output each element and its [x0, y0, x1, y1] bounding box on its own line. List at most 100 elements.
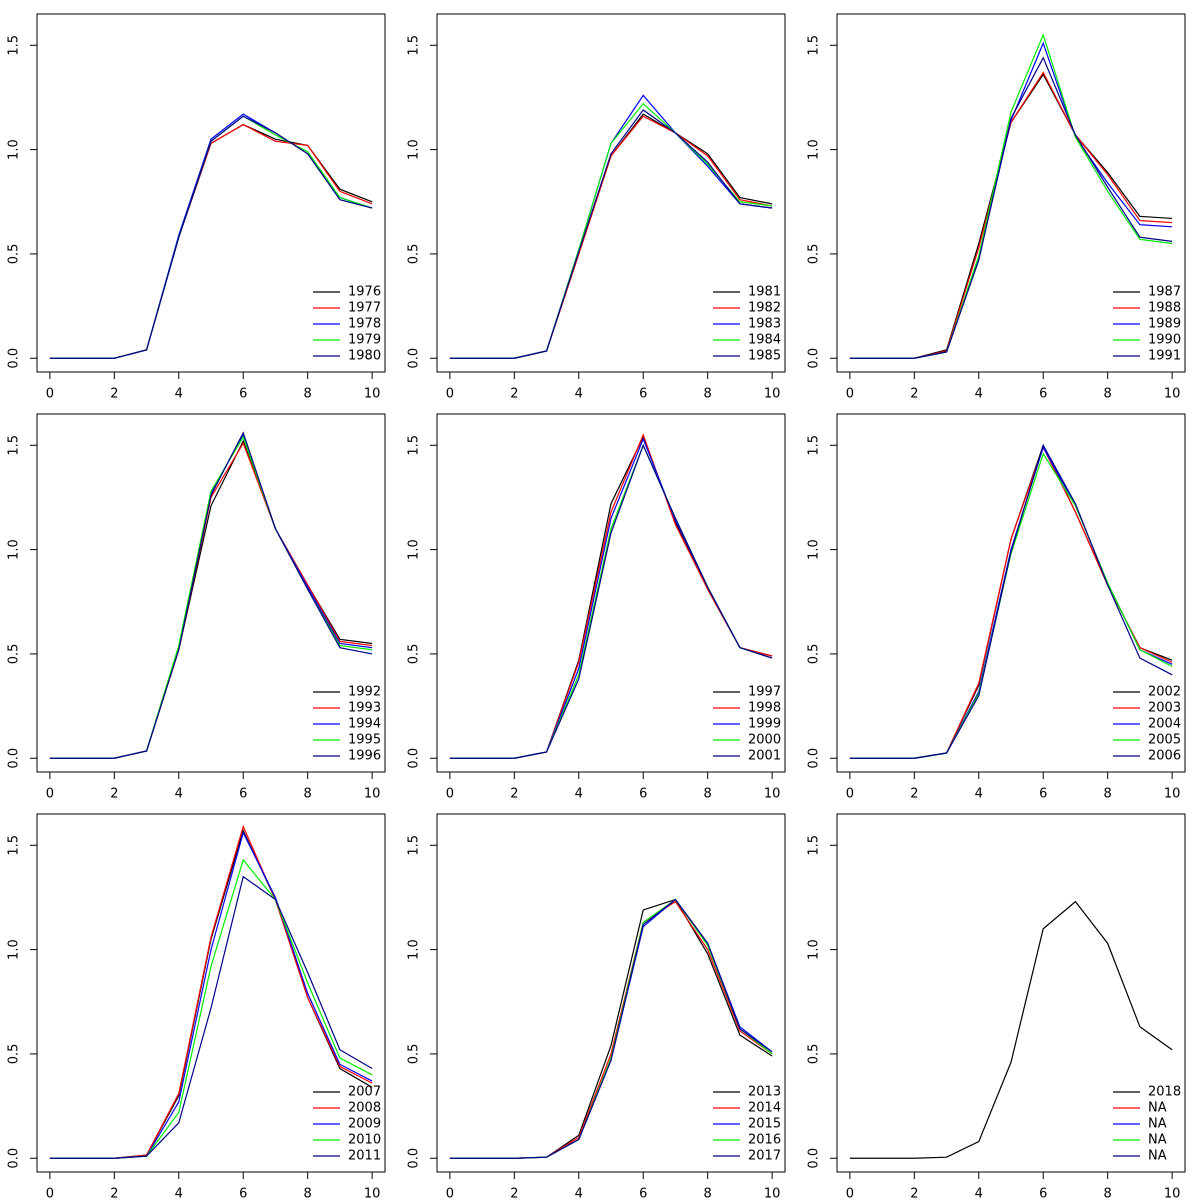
series-line: [49, 431, 373, 759]
legend-label: 1991: [1148, 349, 1181, 364]
legend-label: NA: [1148, 1117, 1167, 1132]
series-line: [49, 439, 373, 759]
y-tick-label: 0.0: [407, 748, 422, 769]
y-tick-label: 0.0: [407, 1148, 422, 1169]
plot-box: [36, 813, 386, 1173]
legend-label: 1984: [748, 333, 781, 348]
series-line: [849, 56, 1173, 359]
x-tick-label: 10: [1164, 387, 1181, 402]
y-tick-label: 1.0: [807, 539, 822, 560]
plot-box: [436, 813, 786, 1173]
y-tick-label: 1.5: [7, 435, 22, 456]
legend-label: 1996: [348, 749, 381, 764]
y-tick-label: 0.0: [407, 348, 422, 369]
plot-box: [836, 813, 1186, 1173]
series-line: [449, 435, 773, 759]
x-tick-label: 4: [575, 787, 583, 802]
series-line: [849, 445, 1173, 759]
legend-label: 1980: [348, 349, 381, 364]
legend-label: 2002: [1148, 685, 1181, 700]
legend-label: NA: [1148, 1101, 1167, 1116]
legend-label: 2009: [348, 1117, 381, 1132]
legend-label: 2017: [748, 1149, 781, 1164]
series-line: [449, 443, 773, 759]
y-tick-label: 1.0: [7, 939, 22, 960]
legend-label: 2013: [748, 1085, 781, 1100]
legend-label: 1979: [348, 333, 381, 348]
y-tick-label: 1.0: [407, 939, 422, 960]
legend-label: 2015: [748, 1117, 781, 1132]
x-tick-label: 0: [446, 787, 454, 802]
y-tick-label: 1.5: [407, 435, 422, 456]
series-line: [849, 445, 1173, 759]
series-line: [449, 113, 773, 359]
plot-box: [836, 413, 1186, 773]
series-line: [49, 831, 373, 1159]
series-line: [449, 437, 773, 759]
x-tick-label: 6: [1039, 387, 1047, 402]
y-tick-label: 0.0: [807, 748, 822, 769]
legend-label: 2006: [1148, 749, 1181, 764]
y-tick-label: 1.0: [7, 539, 22, 560]
x-tick-label: 4: [975, 787, 983, 802]
y-tick-label: 1.5: [7, 835, 22, 856]
x-tick-label: 2: [910, 387, 918, 402]
x-tick-label: 8: [1104, 387, 1112, 402]
y-tick-label: 0.5: [807, 1044, 822, 1065]
x-tick-label: 2: [910, 1187, 918, 1200]
series-line: [49, 433, 373, 759]
x-tick-label: 4: [975, 387, 983, 402]
legend-label: 2016: [748, 1133, 781, 1148]
legend-label: 1989: [1148, 317, 1181, 332]
x-tick-label: 2: [510, 787, 518, 802]
legend-label: 1995: [348, 733, 381, 748]
series-line: [49, 123, 373, 359]
series-line: [49, 113, 373, 359]
series-line: [449, 898, 773, 1159]
legend-label: 1997: [748, 685, 781, 700]
legend-label: 2011: [348, 1149, 381, 1164]
y-tick-label: 0.5: [7, 644, 22, 665]
legend-label: NA: [1148, 1133, 1167, 1148]
series-line: [449, 109, 773, 359]
legend-label: 1982: [748, 301, 781, 316]
y-tick-label: 1.5: [807, 435, 822, 456]
series-line: [449, 433, 773, 759]
legend-label: 1976: [348, 285, 381, 300]
x-tick-label: 6: [239, 1187, 247, 1200]
y-tick-label: 1.5: [7, 35, 22, 56]
y-tick-label: 0.0: [807, 348, 822, 369]
x-tick-label: 2: [910, 787, 918, 802]
x-tick-label: 10: [764, 387, 781, 402]
plot-box: [836, 13, 1186, 373]
x-tick-label: 4: [575, 1187, 583, 1200]
x-tick-label: 8: [304, 787, 312, 802]
x-tick-label: 6: [639, 787, 647, 802]
legend-label: 1985: [748, 349, 781, 364]
x-tick-label: 10: [364, 1187, 381, 1200]
x-tick-label: 0: [46, 387, 54, 402]
x-tick-label: 8: [704, 787, 712, 802]
legend-label: 1981: [748, 285, 781, 300]
series-line: [49, 115, 373, 359]
x-tick-label: 4: [175, 787, 183, 802]
plot-box: [36, 13, 386, 373]
x-tick-label: 10: [364, 787, 381, 802]
legend-label: 2004: [1148, 717, 1181, 732]
x-tick-label: 0: [446, 387, 454, 402]
legend-label: 2005: [1148, 733, 1181, 748]
legend-label: 1987: [1148, 285, 1181, 300]
x-tick-label: 6: [1039, 787, 1047, 802]
x-tick-label: 0: [846, 387, 854, 402]
series-line: [849, 443, 1173, 759]
x-tick-label: 4: [975, 1187, 983, 1200]
legend-label: 2003: [1148, 701, 1181, 716]
x-tick-label: 6: [239, 387, 247, 402]
x-tick-label: 6: [239, 787, 247, 802]
